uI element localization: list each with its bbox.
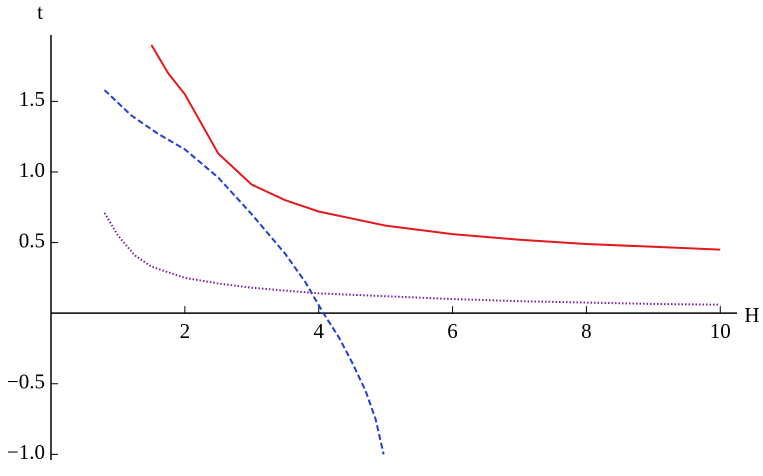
x-tick-label: 10 [710,319,731,343]
x-tick-label: 8 [581,319,592,343]
y-tick-label: 1.5 [19,87,45,111]
y-tick-label: −1.0 [7,440,45,464]
y-tick-label: 0.5 [19,228,45,252]
data-line [150,44,721,251]
y-axis-label: t [37,0,43,24]
y-tick-label: −0.5 [7,370,45,394]
x-tick-label: 4 [313,319,324,343]
data-line [103,89,385,455]
x-tick-label: 2 [180,319,191,343]
y-tick-label: 1.0 [19,158,45,182]
x-tick-label: 6 [447,319,458,343]
x-axis-label: H [744,303,759,327]
data-line [103,212,721,306]
